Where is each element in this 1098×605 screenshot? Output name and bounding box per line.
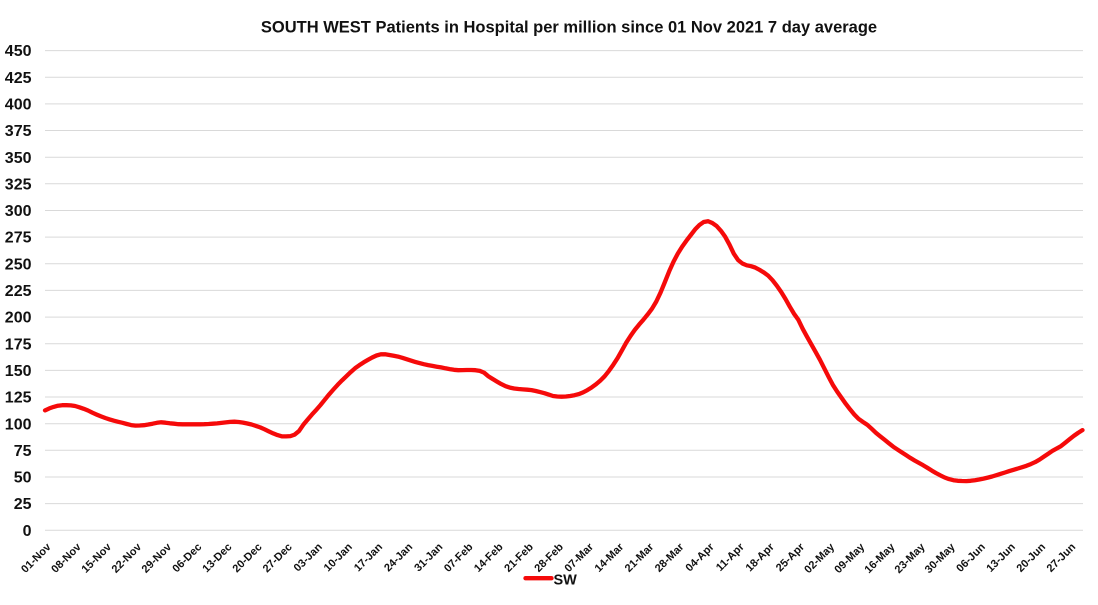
svg-text:25: 25 [14, 496, 32, 513]
svg-text:200: 200 [5, 310, 32, 327]
svg-text:SOUTH WEST Patients in Hospita: SOUTH WEST Patients in Hospital per mill… [261, 19, 877, 37]
svg-text:175: 175 [5, 336, 32, 353]
svg-text:250: 250 [5, 256, 32, 273]
svg-text:375: 375 [5, 123, 32, 140]
svg-text:275: 275 [5, 230, 32, 247]
svg-text:0: 0 [23, 523, 32, 540]
svg-text:350: 350 [5, 150, 32, 167]
svg-text:425: 425 [5, 70, 32, 87]
svg-text:300: 300 [5, 203, 32, 220]
svg-text:50: 50 [14, 470, 32, 487]
svg-text:225: 225 [5, 283, 32, 300]
svg-text:SW: SW [554, 573, 578, 589]
svg-text:400: 400 [5, 97, 32, 114]
svg-text:450: 450 [5, 43, 32, 60]
svg-text:75: 75 [14, 443, 32, 460]
svg-text:150: 150 [5, 363, 32, 380]
svg-text:100: 100 [5, 416, 32, 433]
svg-text:325: 325 [5, 176, 32, 193]
svg-text:125: 125 [5, 390, 32, 407]
